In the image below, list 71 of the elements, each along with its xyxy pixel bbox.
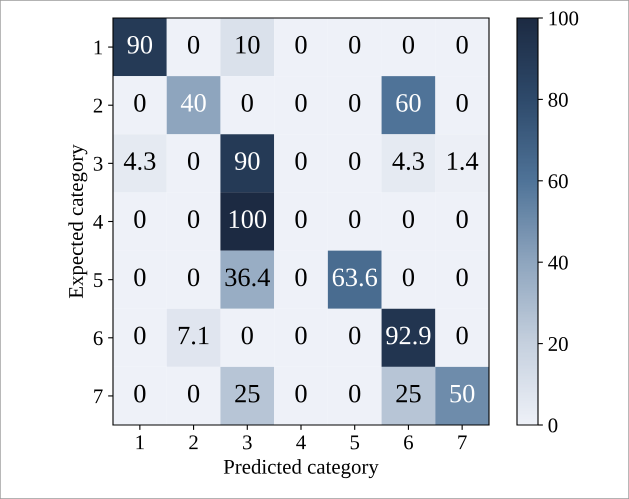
data-label: 0 (188, 268, 200, 286)
data-label: 0 (402, 268, 414, 286)
data-label: 0 (349, 152, 360, 170)
data-label: 0 (295, 210, 307, 228)
x-tick-label: 7 (458, 436, 467, 450)
data-label: 1.4 (448, 152, 478, 170)
data-label: 0 (134, 94, 146, 112)
data-label: 0 (456, 210, 468, 228)
color-bar-label: 100 (550, 11, 578, 26)
data-label: 0 (242, 326, 253, 344)
data-label: 0 (402, 36, 414, 54)
data-label: 4.3 (392, 152, 424, 170)
data-label: 0 (456, 36, 468, 54)
x-tick-label: 3 (243, 435, 252, 450)
data-label: 10 (236, 36, 260, 54)
data-label: 0 (456, 94, 468, 112)
data-label: 100 (230, 210, 266, 228)
x-tick-label: 4 (296, 435, 306, 450)
data-label: 0 (295, 384, 307, 403)
data-label: 0 (134, 326, 146, 344)
data-label: 0 (295, 152, 307, 170)
data-label: 0 (188, 152, 200, 170)
data-label: 0 (134, 384, 146, 403)
data-label: 0 (188, 36, 200, 54)
y-tick-label: 1 (94, 40, 102, 54)
y-tick-label: 5 (94, 273, 102, 288)
color-bar-label: 20 (548, 336, 568, 352)
data-label: 90 (128, 36, 152, 54)
data-label: 0 (242, 94, 253, 112)
color-bar-label: 0 (548, 418, 558, 432)
y-tick-label: 4 (93, 215, 103, 229)
data-label: 25 (235, 384, 260, 403)
data-label: 0 (349, 36, 360, 54)
data-label: 7.1 (178, 326, 208, 345)
data-label: 0 (188, 384, 200, 403)
y-tick-label: 3 (94, 156, 102, 171)
data-label: 36.4 (225, 268, 270, 286)
x-tick-label: 5 (350, 436, 360, 450)
data-label: 0 (349, 94, 360, 112)
data-label: 0 (134, 268, 146, 286)
data-label: 0 (295, 94, 307, 112)
data-label: 90 (234, 152, 260, 170)
color-bar-label: 80 (548, 92, 568, 107)
data-label: 50 (450, 384, 474, 403)
y-tick-label: 7 (94, 390, 103, 404)
color-bar-label: 60 (548, 174, 568, 188)
data-label: 0 (402, 210, 414, 228)
x-tick-label: 6 (404, 435, 414, 450)
data-label: 0 (134, 210, 146, 228)
data-label: 0 (349, 326, 360, 344)
color-bar-label: 40 (548, 256, 568, 270)
data-label: 4.3 (124, 152, 156, 170)
data-label: 40 (180, 94, 206, 112)
x-tick-label: 1 (136, 435, 144, 450)
data-label: 63.6 (332, 268, 378, 286)
data-label: 0 (295, 36, 307, 54)
data-label: 0 (295, 268, 307, 286)
data-label: 25 (396, 384, 421, 403)
data-label: 0 (188, 210, 200, 228)
data-label: 0 (349, 210, 360, 228)
data-label: 60 (396, 94, 421, 112)
x-tick-label: 2 (189, 435, 198, 450)
y-axis-title: Expected category (68, 144, 88, 298)
y-tick-label: 6 (94, 331, 103, 346)
data-label: 92.9 (386, 326, 430, 345)
data-label: 0 (295, 326, 307, 344)
x-axis-title: Predicted category (224, 459, 379, 478)
y-tick-label: 2 (94, 98, 102, 112)
data-label: 0 (456, 326, 468, 344)
data-label: 0 (456, 268, 468, 286)
data-label: 0 (349, 384, 360, 403)
